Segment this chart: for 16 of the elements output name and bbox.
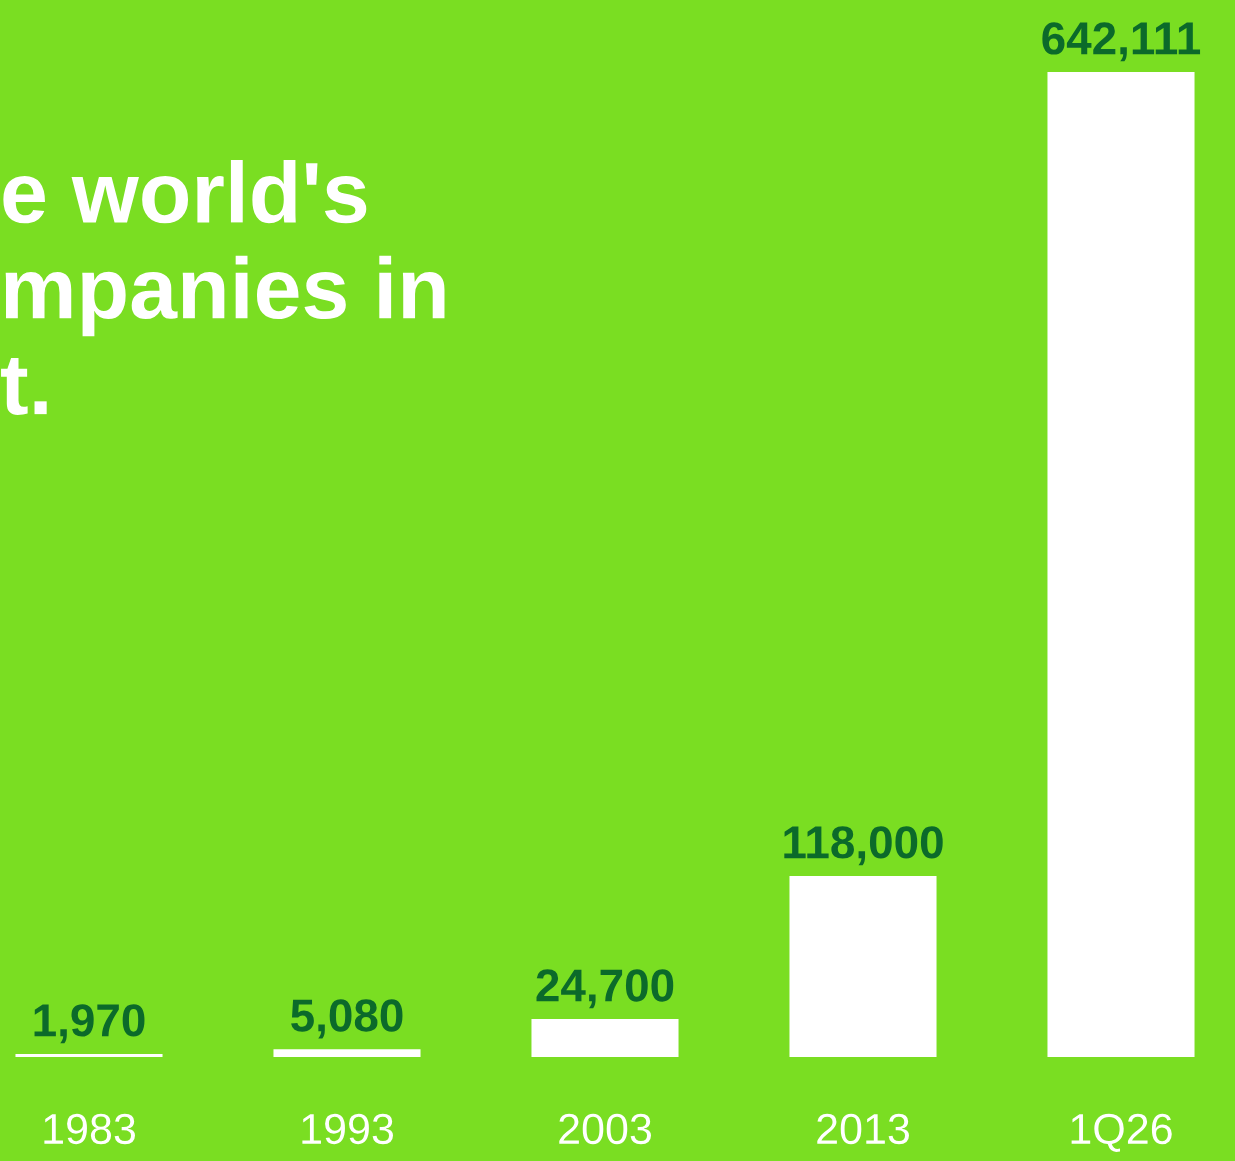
bar: [789, 875, 937, 1057]
data-label: 118,000: [784, 826, 943, 866]
data-label: 5,080: [291, 999, 403, 1039]
x-tick-label: 2013: [817, 1113, 909, 1145]
x-tick-label: 1993: [302, 1113, 393, 1145]
bar: [531, 1019, 679, 1057]
bar: [1047, 72, 1195, 1057]
bar: [273, 1049, 421, 1057]
bar: [15, 1053, 163, 1057]
data-label: 1,970: [34, 1004, 145, 1044]
x-tick-label: 2003: [559, 1113, 651, 1145]
x-tick-label: 1Q26: [1071, 1113, 1172, 1152]
data-label: 642,111: [1042, 22, 1201, 62]
data-label: 24,700: [536, 969, 674, 1009]
text: e world's mpanies in t.: [1, 160, 445, 415]
x-tick-label: 1983: [44, 1113, 135, 1145]
